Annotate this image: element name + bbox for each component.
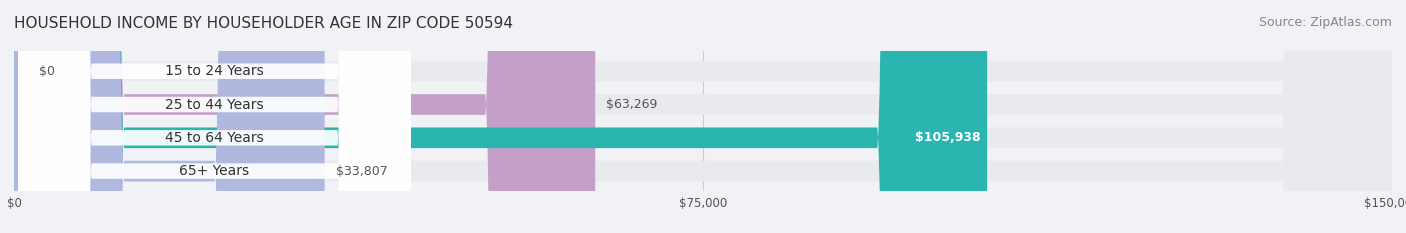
- FancyBboxPatch shape: [14, 0, 1392, 233]
- Text: Source: ZipAtlas.com: Source: ZipAtlas.com: [1258, 16, 1392, 29]
- Text: 65+ Years: 65+ Years: [180, 164, 250, 178]
- FancyBboxPatch shape: [14, 0, 1392, 233]
- FancyBboxPatch shape: [14, 0, 1392, 233]
- Text: 45 to 64 Years: 45 to 64 Years: [165, 131, 264, 145]
- FancyBboxPatch shape: [14, 0, 325, 233]
- FancyBboxPatch shape: [14, 0, 987, 233]
- FancyBboxPatch shape: [18, 0, 411, 233]
- FancyBboxPatch shape: [18, 0, 411, 233]
- Text: 25 to 44 Years: 25 to 44 Years: [166, 98, 264, 112]
- FancyBboxPatch shape: [18, 0, 411, 233]
- Text: $63,269: $63,269: [606, 98, 658, 111]
- FancyBboxPatch shape: [14, 0, 1392, 233]
- FancyBboxPatch shape: [18, 0, 411, 233]
- Text: $0: $0: [39, 65, 55, 78]
- Text: HOUSEHOLD INCOME BY HOUSEHOLDER AGE IN ZIP CODE 50594: HOUSEHOLD INCOME BY HOUSEHOLDER AGE IN Z…: [14, 16, 513, 31]
- FancyBboxPatch shape: [14, 0, 595, 233]
- Text: 15 to 24 Years: 15 to 24 Years: [165, 64, 264, 78]
- Text: $33,807: $33,807: [336, 164, 388, 178]
- Text: $105,938: $105,938: [915, 131, 980, 144]
